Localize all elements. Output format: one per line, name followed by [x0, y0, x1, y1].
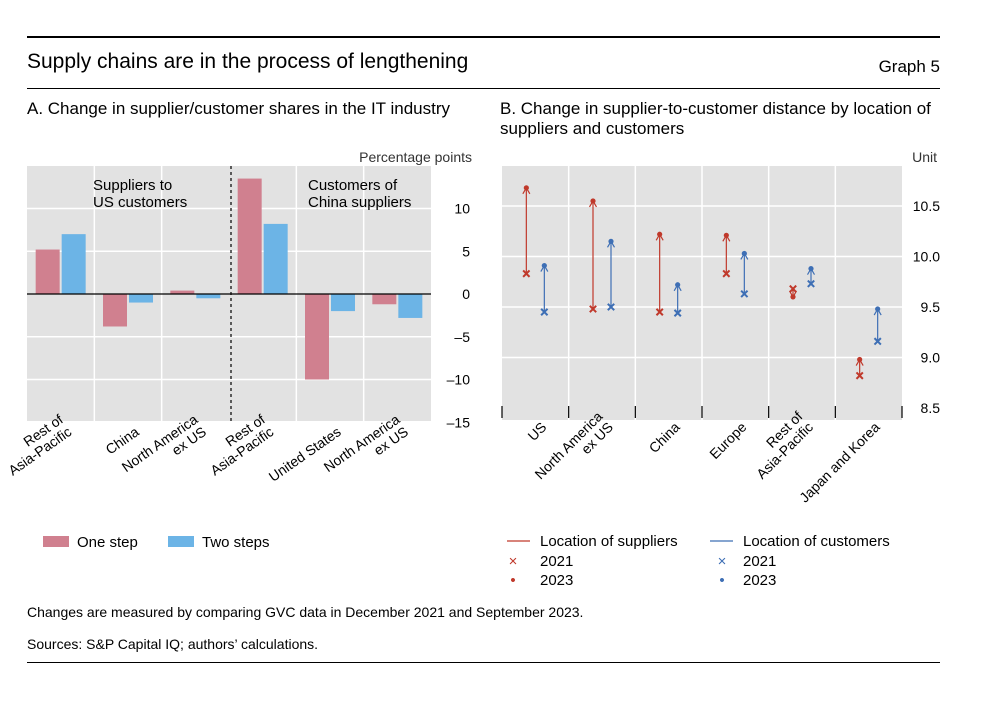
panel-a-category-label: Rest ofAsia-Pacific — [0, 411, 74, 478]
legend-customers-title: Location of customers — [743, 533, 890, 550]
bottom-rule — [27, 662, 940, 663]
legend-suppliers-2023-label: 2023 — [540, 572, 573, 589]
panel-b-category-label: North Americaex US — [531, 408, 616, 493]
legend-suppliers-2021-label: 2021 — [540, 553, 573, 570]
panel-a-bar — [263, 223, 288, 294]
panel-b-marker-2021 — [655, 308, 664, 316]
panel-b-category-label: US — [524, 419, 549, 444]
panel-b-ytick-label: 10.0 — [913, 249, 940, 265]
panel-a-bar — [103, 294, 127, 327]
panel-b-marker-2023 — [541, 262, 547, 269]
panel-a-ytick-label: –15 — [447, 414, 471, 430]
legend-one-step-swatch — [43, 536, 69, 547]
panel-b-ytick-label: 10.5 — [913, 198, 940, 214]
panel-b-marker-2023 — [875, 306, 881, 312]
panel-a-bar — [129, 294, 153, 303]
panel-a-category-label: Rest ofAsia-Pacific — [199, 411, 277, 478]
legend-two-steps-swatch — [168, 536, 194, 547]
panel-a-bar — [305, 294, 329, 380]
panel-a-bar — [170, 290, 195, 294]
legend-customers-2023-marker: • — [719, 572, 724, 589]
chart-canvas: 10 5 0 –5 –10 –15 Percentage points Suppliers t… — [0, 149, 941, 589]
panel-b-marker-2021 — [740, 289, 749, 298]
panel-b-marker-2021 — [607, 303, 615, 311]
panel-a-ytick-label: 5 — [462, 243, 470, 259]
panel-b-marker-2023 — [657, 231, 663, 237]
panel-b-marker-2023 — [608, 238, 614, 244]
panel-b-marker-2021 — [722, 269, 731, 278]
panel-b-marker-2023 — [523, 185, 529, 191]
panel-b-marker-2023 — [790, 294, 796, 300]
top-rule — [27, 36, 940, 38]
panel-a-bar — [61, 234, 86, 294]
panel-a-bar — [237, 178, 262, 294]
panel-b-ytick-label: 8.5 — [921, 400, 941, 416]
panel-b-marker-2023 — [723, 232, 729, 238]
panel-a-group-label: Customers of China suppliers — [308, 177, 411, 211]
legend-one-step-label: One step — [77, 534, 138, 551]
panel-b-title: B. Change in supplier-to-customer distan… — [500, 99, 931, 138]
panel-b-marker-2021 — [789, 284, 797, 293]
figure-title: Supply chains are in the process of leng… — [27, 50, 469, 73]
legend-customers-2021-marker: × — [718, 553, 727, 570]
panel-a-ytick-label: –10 — [447, 372, 471, 388]
panel-b-marker-2021 — [673, 309, 682, 317]
panel-b-ytick-label: 9.5 — [921, 299, 941, 315]
panel-b-marker-2023 — [808, 266, 814, 272]
panel-b-marker-2021 — [807, 279, 815, 288]
panel-b-marker-2021 — [873, 337, 882, 346]
panel-b-marker-2023 — [590, 198, 596, 204]
panel-a-ytick-label: 10 — [454, 201, 470, 217]
legend-two-steps-label: Two steps — [202, 534, 270, 551]
graph-number: Graph 5 — [878, 57, 940, 76]
sources-note: Sources: S&P Capital IQ; authors’ calcul… — [27, 636, 319, 652]
panel-b-marker-2023 — [675, 282, 681, 288]
panel-a-group-label: Suppliers to US customers — [93, 177, 187, 211]
panel-b-category-label: Europe — [706, 419, 749, 462]
legend-customers-2023-label: 2023 — [743, 572, 776, 589]
panel-a-title: A. Change in supplier/customer shares in… — [27, 99, 451, 118]
panel-b-marker-2023 — [857, 356, 863, 363]
panel-b-marker-2021 — [522, 269, 531, 278]
panel-b-ytick-label: 9.0 — [921, 350, 941, 366]
panel-b-ylabel: Unit — [912, 149, 937, 165]
panel-b-marker-2021 — [540, 308, 549, 316]
panel-b-marker-2021 — [589, 305, 597, 313]
panel-a-bar — [196, 294, 221, 299]
title-rule — [27, 88, 940, 89]
panel-a-chart: 10 5 0 –5 –10 –15 Percentage points Suppliers t… — [0, 149, 472, 551]
panel-a-ytick-label: 0 — [462, 286, 470, 302]
panel-b-category-label: China — [646, 419, 683, 456]
panel-a-bar — [35, 249, 60, 294]
panel-a-bar — [398, 294, 423, 318]
panel-a-ytick-label: –5 — [454, 329, 470, 345]
legend-suppliers-title: Location of suppliers — [540, 533, 678, 550]
panel-a-bar — [331, 294, 355, 312]
legend-suppliers-2021-marker: × — [509, 553, 518, 570]
footnote: Changes are measured by comparing GVC da… — [27, 604, 584, 620]
panel-a-ylabel: Percentage points — [359, 149, 472, 165]
panel-b-marker-2021 — [855, 371, 864, 380]
legend-suppliers-2023-marker: • — [510, 572, 515, 589]
panel-a-bar — [372, 294, 397, 305]
panel-b-marker-2023 — [741, 250, 747, 257]
legend-customers-2021-label: 2021 — [743, 553, 776, 570]
